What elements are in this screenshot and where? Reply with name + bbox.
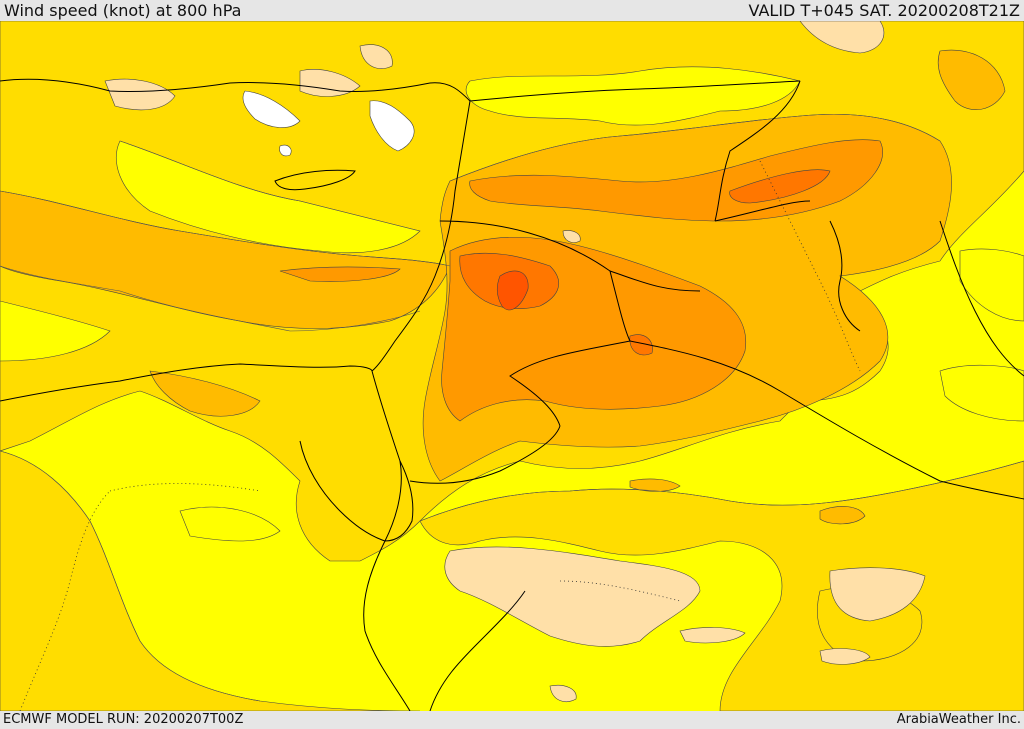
- footer-bar: ECMWF MODEL RUN: 20200207T00Z ArabiaWeat…: [0, 711, 1024, 729]
- calm-region-east: [829, 567, 926, 622]
- coastlines: [0, 78, 1024, 711]
- dotted-boundaries: [19, 160, 861, 711]
- wind-speed-map: [0, 21, 1024, 711]
- borders: [409, 80, 1024, 500]
- header-bar: Wind speed (knot) at 800 hPa VALID T+045…: [0, 0, 1024, 21]
- very-calm-region-small: [279, 144, 292, 157]
- speed-region-l0-med-west: [0, 300, 111, 362]
- calm-region-greece: [104, 78, 176, 111]
- calm-region-arabia: [444, 546, 701, 647]
- speed-region-l4-small: [629, 334, 653, 356]
- calm-region-turkey-n: [799, 21, 885, 54]
- calm-region-red-sea: [549, 684, 577, 702]
- map-title: Wind speed (knot) at 800 hPa: [4, 1, 242, 20]
- calm-region-small-2: [819, 648, 871, 665]
- calm-region-aegean: [359, 44, 393, 69]
- calm-region-small-1: [679, 627, 746, 644]
- speed-region-l2-egypt: [149, 370, 261, 417]
- speed-region-l5-core: [496, 270, 529, 311]
- valid-time: VALID T+045 SAT. 20200208T21Z: [748, 1, 1020, 20]
- speed-region-l3-syria-iraq: [469, 139, 883, 222]
- very-calm-region-turkey-s: [369, 100, 415, 152]
- isotach-contours: [0, 113, 1024, 702]
- very-calm-region-turkey-sw: [242, 90, 301, 128]
- credit-label: ArabiaWeather Inc.: [896, 712, 1021, 727]
- speed-region-l3-med-streak: [279, 266, 401, 282]
- speed-region-l2-small-2: [819, 506, 866, 525]
- calm-region-cyprus-n: [299, 69, 361, 97]
- speed-region-l4-iraq-streak: [729, 169, 831, 204]
- model-run-label: ECMWF MODEL RUN: 20200207T00Z: [3, 712, 244, 727]
- speed-region-l0-turkey: [465, 66, 801, 126]
- speed-region-l2-turkey-east: [937, 49, 1006, 110]
- speed-region-l0-sinai: [179, 506, 281, 542]
- speed-region-l0-gulf: [939, 364, 1024, 422]
- calm-region-syria: [562, 230, 581, 243]
